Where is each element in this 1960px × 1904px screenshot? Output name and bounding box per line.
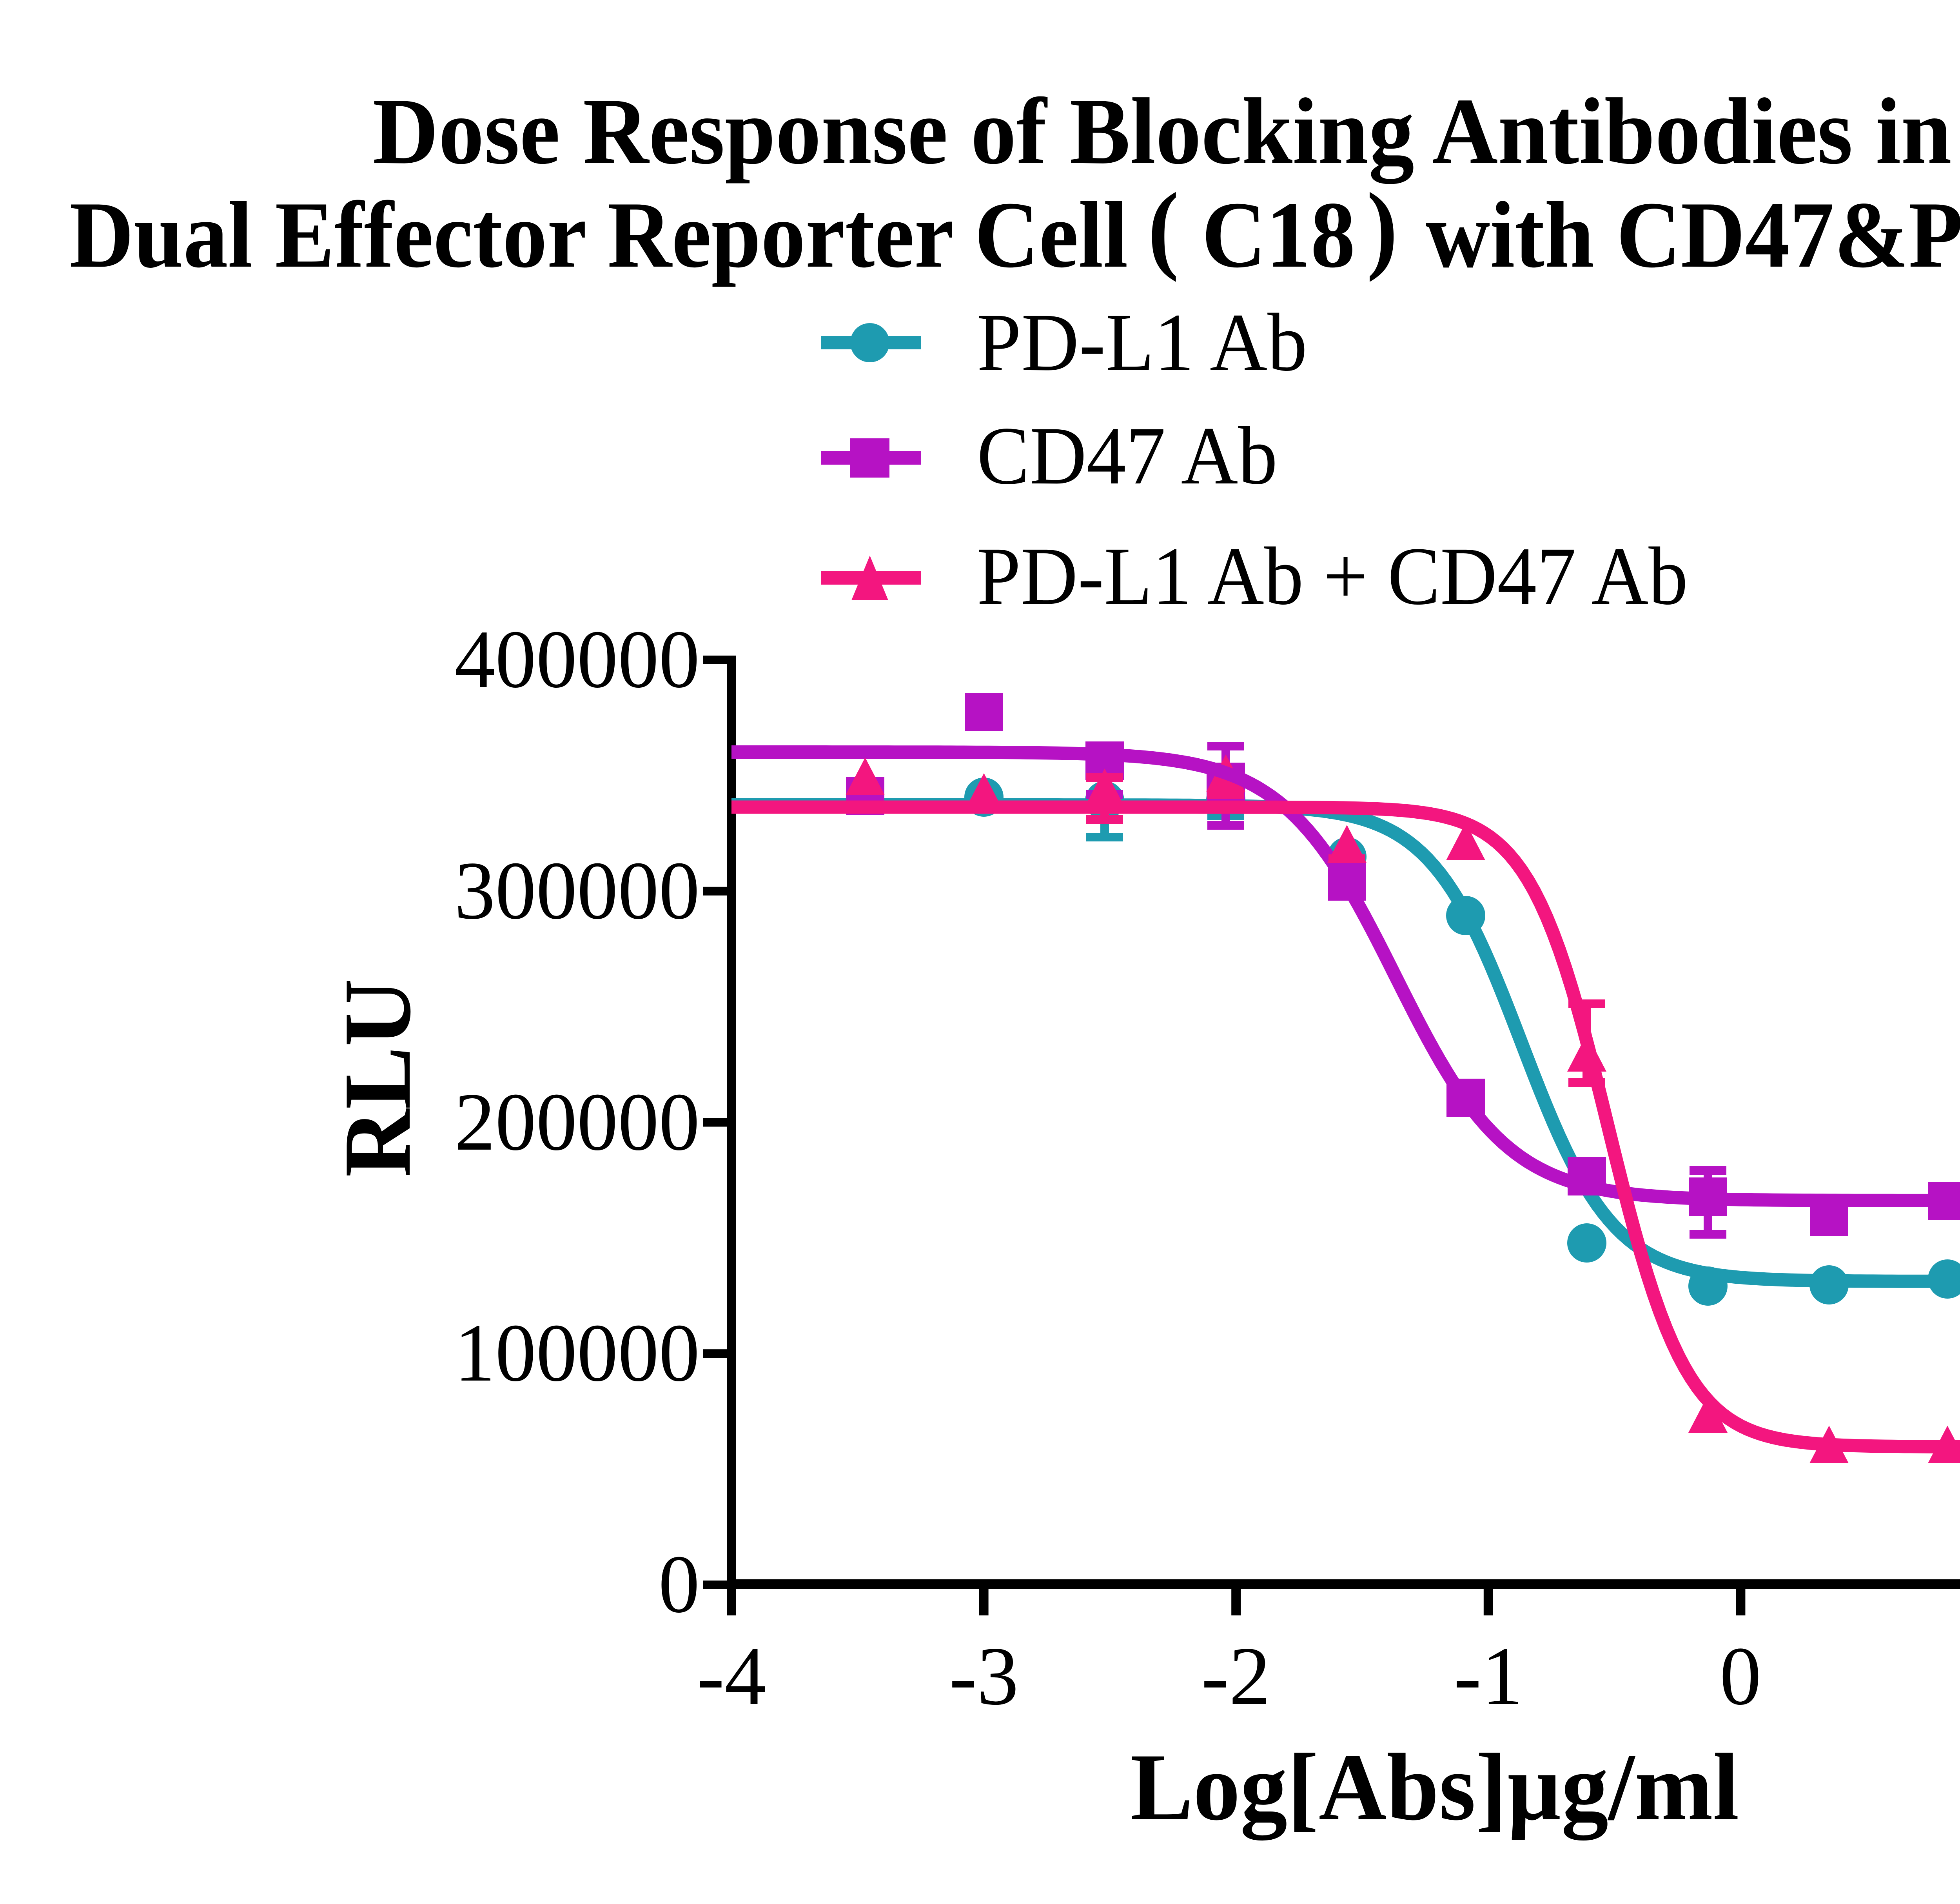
svg-text:100000: 100000 [454, 1307, 700, 1399]
svg-text:CD47 Ab: CD47 Ab [977, 410, 1278, 501]
svg-text:RLU: RLU [324, 979, 430, 1177]
svg-text:200000: 200000 [454, 1076, 700, 1168]
svg-text:Dose Response of Blocking Anti: Dose Response of Blocking Antibodies in … [373, 79, 1960, 184]
svg-text:Log[Abs]µg/ml: Log[Abs]µg/ml [1131, 1734, 1739, 1840]
svg-text:-4: -4 [697, 1630, 766, 1722]
svg-text:0: 0 [659, 1538, 700, 1630]
svg-text:-3: -3 [949, 1630, 1018, 1722]
svg-text:PD-L1 Ab: PD-L1 Ab [977, 296, 1307, 388]
svg-text:-1: -1 [1454, 1630, 1523, 1722]
svg-text:0: 0 [1720, 1630, 1762, 1722]
svg-text:PD-L1 Ab + CD47 Ab: PD-L1 Ab + CD47 Ab [977, 530, 1688, 622]
svg-text:-2: -2 [1201, 1630, 1270, 1722]
svg-text:300000: 300000 [454, 845, 700, 936]
svg-text:Dual Effector Reporter Cell(C1: Dual Effector Reporter Cell(C18) with CD4… [69, 173, 1960, 287]
svg-text:400000: 400000 [454, 613, 700, 705]
